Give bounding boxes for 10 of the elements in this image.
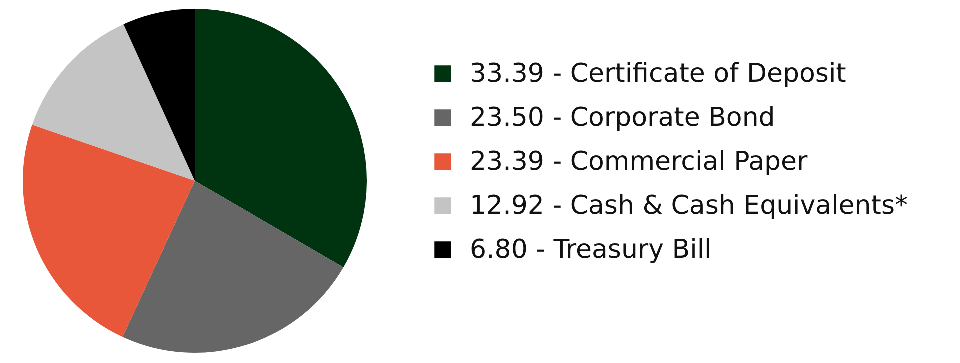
legend-label: 12.92 - Cash & Cash Equivalents* [470,191,908,221]
pie-slice [124,9,195,181]
pie-slice [195,9,367,268]
legend-label: 6.80 - Treasury Bill [470,235,712,265]
pie-slice [23,124,195,338]
legend-label: 33.39 - Certificate of Deposit [470,59,846,89]
pie-slice [32,24,195,181]
pie-slice [122,181,344,353]
legend-label: 23.39 - Commercial Paper [470,147,808,177]
legend-label: 23.50 - Corporate Bond [470,103,776,133]
